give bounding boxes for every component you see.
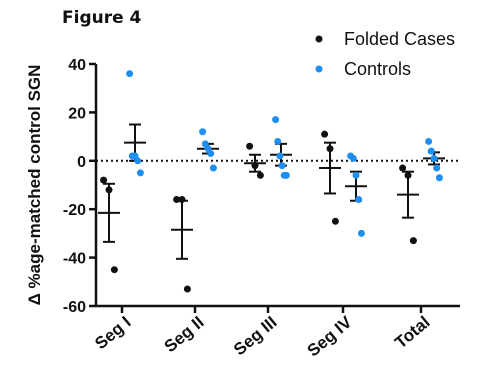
data-point: [136, 169, 144, 177]
error-bars: [98, 123, 445, 260]
data-point: [134, 157, 142, 165]
data-point: [256, 171, 264, 179]
data-point: [276, 152, 284, 160]
data-point: [404, 171, 412, 179]
data-point: [425, 137, 433, 145]
data-point: [209, 164, 217, 172]
data-point: [251, 162, 259, 170]
data-point: [272, 116, 280, 124]
data-point: [357, 229, 365, 237]
y-tick-label: -40: [63, 251, 86, 268]
legend-label: Folded Cases: [344, 29, 455, 49]
legend-label: Controls: [344, 59, 411, 79]
x-tick-label: Seg I: [91, 313, 134, 354]
legend-marker: [315, 65, 323, 73]
data-point: [433, 164, 441, 172]
y-tick-label: 0: [77, 154, 86, 171]
data-point: [399, 164, 407, 172]
data-point: [246, 142, 254, 150]
x-tick-label: Total: [391, 313, 433, 353]
data-point: [105, 186, 113, 194]
data-point: [352, 171, 360, 179]
data-point: [331, 217, 339, 225]
data-point: [178, 196, 186, 204]
data-point: [183, 285, 191, 293]
y-axis: -60 -40 -20 0 20 40: [63, 57, 98, 316]
y-tick-label: -60: [63, 299, 86, 316]
y-tick-label: 20: [68, 105, 86, 122]
data-points: [100, 70, 443, 293]
data-point: [282, 171, 290, 179]
x-tick-label: Seg II: [161, 313, 208, 357]
data-point: [355, 196, 363, 204]
figure-label: Figure 4: [62, 8, 142, 28]
data-point: [278, 162, 286, 170]
data-point: [100, 176, 108, 184]
data-point: [207, 150, 215, 158]
y-tick-label: -20: [63, 202, 86, 219]
data-point: [409, 237, 417, 245]
data-point: [435, 174, 443, 182]
data-point: [110, 266, 118, 274]
y-axis-title: Δ %age-matched control SGN: [25, 65, 44, 306]
data-point: [430, 154, 438, 162]
x-tick-label: Seg III: [230, 313, 281, 360]
data-point: [321, 130, 329, 138]
x-axis: Seg I Seg II Seg III Seg IV Total: [91, 304, 460, 360]
data-point: [326, 145, 334, 153]
legend-marker: [315, 35, 323, 43]
data-point: [126, 70, 134, 78]
y-tick-label: 40: [68, 57, 86, 74]
data-point: [274, 137, 282, 145]
data-point: [173, 196, 181, 204]
data-point: [199, 128, 207, 136]
data-point: [427, 147, 435, 155]
legend: Folded Cases Controls: [315, 29, 455, 79]
data-point: [349, 154, 357, 162]
x-tick-label: Seg IV: [304, 312, 357, 360]
